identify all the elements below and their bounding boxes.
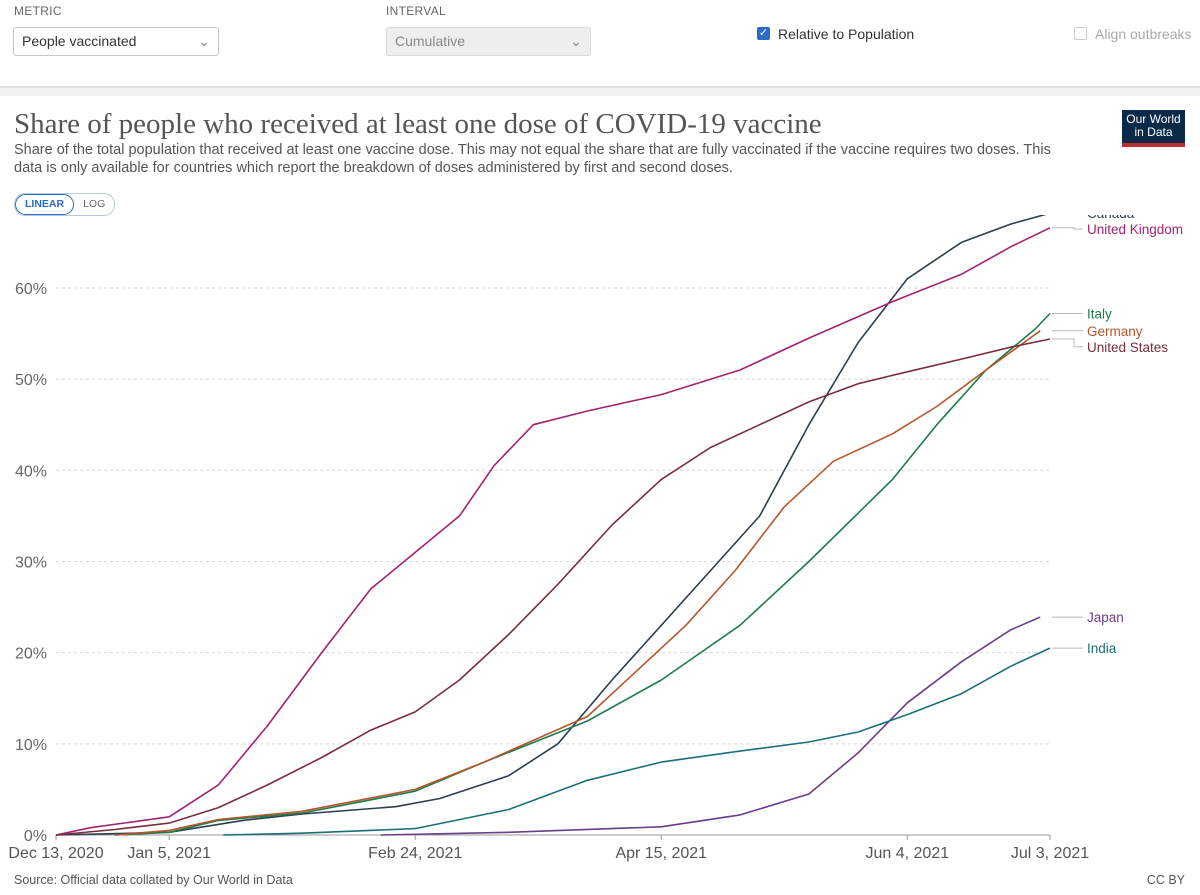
chart-title: Share of people who received at least on… xyxy=(14,108,822,140)
interval-label: INTERVAL xyxy=(386,4,446,18)
relative-to-population-label[interactable]: Relative to Population xyxy=(778,26,915,42)
series-line xyxy=(223,647,1051,836)
label-leader-line xyxy=(1052,227,1083,230)
series-line xyxy=(55,215,1047,836)
series-line xyxy=(55,338,1051,836)
source-note: Source: Official data collated by Our Wo… xyxy=(14,873,293,887)
x-tick-label: Jul 3, 2021 xyxy=(1011,845,1089,862)
interval-select-value: Cumulative xyxy=(395,33,466,49)
metric-label: METRIC xyxy=(14,4,62,18)
series-line xyxy=(114,330,1041,836)
chart-subtitle: Share of the total population that recei… xyxy=(14,142,1051,176)
logo-line1: Our World xyxy=(1126,112,1181,126)
line-chart: 0% 10% 20% 30% 40% 50% 60% Dec 13, 2020 Jan 5, 2… xyxy=(8,215,1183,862)
owid-logo[interactable]: Our World in Data xyxy=(1122,110,1185,147)
series-end-label: Germany xyxy=(1087,324,1143,339)
y-tick-label: 40% xyxy=(15,463,47,480)
align-outbreaks-checkbox[interactable] xyxy=(1074,27,1087,40)
logo-bar xyxy=(1122,143,1185,147)
y-tick-label: 60% xyxy=(15,281,47,298)
series-end-label: Canada xyxy=(1087,215,1135,221)
y-tick-label: 50% xyxy=(15,372,47,389)
label-leader-line xyxy=(1052,338,1083,348)
chevron-down-icon: ⌄ xyxy=(570,33,582,49)
x-tick-label: Jun 4, 2021 xyxy=(865,845,949,862)
logo-line2: in Data xyxy=(1134,125,1173,139)
interval-select[interactable]: Cumulative ⌄ xyxy=(386,27,591,56)
y-tick-label: 30% xyxy=(15,554,47,571)
linear-scale-button[interactable]: LINEAR xyxy=(15,194,75,215)
series-end-label: Japan xyxy=(1087,610,1124,625)
align-outbreaks-label[interactable]: Align outbreaks xyxy=(1095,26,1192,42)
scale-toggle: LINEAR LOG xyxy=(14,193,116,216)
metric-select-value: People vaccinated xyxy=(22,33,137,49)
divider-band xyxy=(0,88,1200,96)
series-end-label: Italy xyxy=(1087,306,1112,321)
chevron-down-icon: ⌄ xyxy=(198,33,210,49)
x-tick-label: Apr 15, 2021 xyxy=(615,845,707,862)
log-scale-button[interactable]: LOG xyxy=(83,198,106,210)
x-tick-label: Dec 13, 2020 xyxy=(8,845,103,862)
series-end-label: India xyxy=(1087,641,1117,656)
y-tick-label: 0% xyxy=(24,828,47,845)
y-tick-label: 10% xyxy=(15,737,47,754)
controls-bar: METRIC People vaccinated ⌄ INTERVAL Cumu… xyxy=(0,0,1200,88)
series-line xyxy=(114,312,1051,836)
x-tick-label: Jan 5, 2021 xyxy=(127,845,211,862)
series-line xyxy=(55,227,1051,836)
metric-select[interactable]: People vaccinated ⌄ xyxy=(13,27,219,56)
x-tick-label: Feb 24, 2021 xyxy=(368,845,462,862)
y-tick-label: 20% xyxy=(15,646,47,663)
series-end-label: United States xyxy=(1087,340,1168,355)
series-end-label: United Kingdom xyxy=(1087,222,1183,237)
license-note: CC BY xyxy=(1146,873,1185,887)
series-line xyxy=(380,616,1041,836)
relative-to-population-checkbox[interactable]: ✓ xyxy=(757,27,770,40)
